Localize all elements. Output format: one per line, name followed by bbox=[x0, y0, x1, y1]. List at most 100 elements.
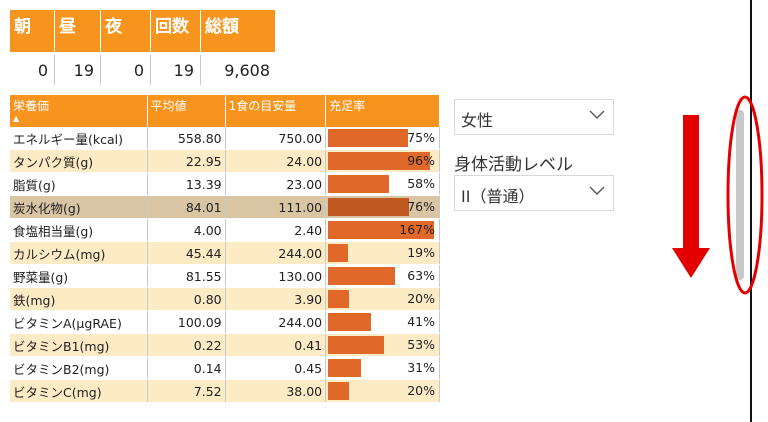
scrollbar-highlight-oval bbox=[726, 95, 764, 295]
nutrient-name-cell: 野菜量(g) bbox=[10, 264, 148, 288]
table-row[interactable]: ビタミンA(μgRAE) 100.09 244.00 41% bbox=[10, 310, 440, 334]
column-header-average[interactable]: 平均値 bbox=[147, 95, 226, 127]
fulfillment-percent: 20% bbox=[407, 291, 435, 306]
average-value-cell: 4.00 bbox=[147, 218, 226, 242]
summary-value-lunch: 19 bbox=[55, 55, 101, 85]
chevron-down-icon bbox=[589, 110, 605, 119]
vertical-scrollbar[interactable] bbox=[736, 110, 744, 280]
average-value-cell: 0.22 bbox=[147, 333, 226, 357]
summary-value-count: 19 bbox=[151, 55, 201, 85]
gender-dropdown[interactable]: 女性 bbox=[454, 99, 614, 135]
fulfillment-cell: 76% bbox=[325, 195, 440, 219]
fulfillment-bar bbox=[328, 313, 372, 331]
column-header-target[interactable]: 1食の目安量 bbox=[225, 95, 327, 127]
average-value-cell: 100.09 bbox=[147, 310, 226, 334]
fulfillment-cell: 58% bbox=[325, 172, 440, 196]
summary-header-dinner[interactable]: 夜 bbox=[101, 10, 151, 52]
table-row[interactable]: 脂質(g) 13.39 23.00 58% bbox=[10, 172, 440, 196]
target-value-cell: 38.00 bbox=[225, 379, 327, 403]
fulfillment-percent: 53% bbox=[407, 337, 435, 352]
fulfillment-bar bbox=[328, 152, 431, 170]
table-row[interactable]: 食塩相当量(g) 4.00 2.40 167% bbox=[10, 218, 440, 242]
fulfillment-bar bbox=[328, 244, 349, 262]
fulfillment-cell: 167% bbox=[325, 218, 440, 242]
fulfillment-bar bbox=[328, 198, 410, 216]
table-row[interactable]: 野菜量(g) 81.55 130.00 63% bbox=[10, 264, 440, 288]
target-value-cell: 24.00 bbox=[225, 149, 327, 173]
summary-value-dinner: 0 bbox=[101, 55, 151, 85]
fulfillment-cell: 75% bbox=[325, 127, 440, 150]
activity-level-dropdown[interactable]: II（普通） bbox=[454, 175, 614, 211]
fulfillment-percent: 167% bbox=[399, 222, 435, 237]
fulfillment-cell: 20% bbox=[325, 379, 440, 403]
target-value-cell: 244.00 bbox=[225, 241, 327, 265]
target-value-cell: 111.00 bbox=[225, 195, 327, 219]
fulfillment-bar bbox=[328, 267, 396, 285]
activity-level-label: 身体活動レベル bbox=[454, 155, 573, 175]
summary-header-count[interactable]: 回数 bbox=[151, 10, 201, 52]
table-row[interactable]: タンパク質(g) 22.95 24.00 96% bbox=[10, 149, 440, 173]
fulfillment-percent: 96% bbox=[407, 153, 435, 168]
meal-summary-table: 朝 昼 夜 回数 総額 0 19 0 19 9,608 bbox=[10, 10, 276, 85]
table-row[interactable]: 鉄(mg) 0.80 3.90 20% bbox=[10, 287, 440, 311]
nutrient-name-cell: カルシウム(mg) bbox=[10, 241, 148, 265]
window-edge bbox=[750, 0, 752, 422]
column-header-fulfillment[interactable]: 充足率 bbox=[325, 95, 440, 127]
fulfillment-cell: 53% bbox=[325, 333, 440, 357]
fulfillment-percent: 76% bbox=[407, 199, 435, 214]
nutrient-name-cell: ビタミンB1(mg) bbox=[10, 333, 148, 357]
summary-value-total: 9,608 bbox=[224, 61, 270, 80]
fulfillment-percent: 31% bbox=[407, 360, 435, 375]
sort-ascending-icon[interactable]: ▲ bbox=[13, 114, 20, 123]
average-value-cell: 81.55 bbox=[147, 264, 226, 288]
table-row[interactable]: ビタミンC(mg) 7.52 38.00 20% bbox=[10, 379, 440, 403]
average-value-cell: 13.39 bbox=[147, 172, 226, 196]
average-value-cell: 7.52 bbox=[147, 379, 226, 403]
average-value-cell: 0.14 bbox=[147, 356, 226, 380]
fulfillment-cell: 20% bbox=[325, 287, 440, 311]
nutrient-table-header: 栄養価 ▲ 平均値 1食の目安量 充足率 bbox=[10, 95, 440, 127]
nutrient-name-cell: 食塩相当量(g) bbox=[10, 218, 148, 242]
fulfillment-bar bbox=[328, 336, 385, 354]
fulfillment-cell: 19% bbox=[325, 241, 440, 265]
fulfillment-bar bbox=[328, 359, 362, 377]
target-value-cell: 3.90 bbox=[225, 287, 327, 311]
table-row[interactable]: ビタミンB1(mg) 0.22 0.41 53% bbox=[10, 333, 440, 357]
fulfillment-bar bbox=[328, 129, 409, 147]
fulfillment-percent: 41% bbox=[407, 314, 435, 329]
activity-level-dropdown-value: II（普通） bbox=[461, 187, 535, 206]
target-value-cell: 0.41 bbox=[225, 333, 327, 357]
column-header-label: 栄養価 bbox=[13, 99, 50, 113]
column-header-nutrient[interactable]: 栄養価 ▲ bbox=[10, 95, 148, 127]
fulfillment-bar bbox=[328, 221, 435, 239]
target-value-cell: 244.00 bbox=[225, 310, 327, 334]
fulfillment-percent: 75% bbox=[407, 130, 435, 145]
summary-header-lunch[interactable]: 昼 bbox=[55, 10, 101, 52]
table-row[interactable]: カルシウム(mg) 45.44 244.00 19% bbox=[10, 241, 440, 265]
target-value-cell: 0.45 bbox=[225, 356, 327, 380]
nutrient-table-body: エネルギー量(kcal) 558.80 750.00 75% タンパク質(g) 22.95… bbox=[10, 127, 440, 403]
arrow-down-icon bbox=[672, 115, 710, 278]
nutrient-name-cell: タンパク質(g) bbox=[10, 149, 148, 173]
target-value-cell: 750.00 bbox=[225, 127, 327, 150]
target-value-cell: 23.00 bbox=[225, 172, 327, 196]
chevron-down-icon bbox=[589, 186, 605, 195]
fulfillment-percent: 20% bbox=[407, 383, 435, 398]
average-value-cell: 45.44 bbox=[147, 241, 226, 265]
summary-header-breakfast[interactable]: 朝 bbox=[10, 10, 55, 52]
table-row[interactable]: エネルギー量(kcal) 558.80 750.00 75% bbox=[10, 127, 440, 150]
fulfillment-cell: 31% bbox=[325, 356, 440, 380]
table-row[interactable]: ビタミンB2(mg) 0.14 0.45 31% bbox=[10, 356, 440, 380]
target-value-cell: 130.00 bbox=[225, 264, 327, 288]
table-row[interactable]: 炭水化物(g) 84.01 111.00 76% bbox=[10, 195, 440, 219]
nutrient-name-cell: ビタミンC(mg) bbox=[10, 379, 148, 403]
fulfillment-cell: 96% bbox=[325, 149, 440, 173]
fulfillment-bar bbox=[328, 382, 350, 400]
fulfillment-percent: 19% bbox=[407, 245, 435, 260]
average-value-cell: 84.01 bbox=[147, 195, 226, 219]
summary-value-breakfast: 0 bbox=[10, 55, 55, 85]
fulfillment-bar bbox=[328, 175, 390, 193]
summary-header-total[interactable]: 総額 bbox=[201, 10, 276, 52]
nutrient-name-cell: 鉄(mg) bbox=[10, 287, 148, 311]
average-value-cell: 558.80 bbox=[147, 127, 226, 150]
